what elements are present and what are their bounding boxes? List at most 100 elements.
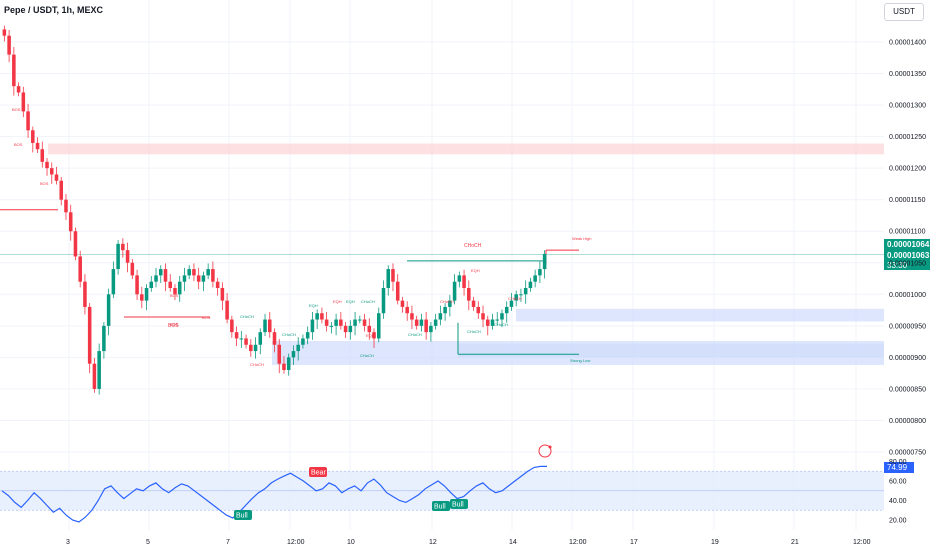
smc-label: EQH xyxy=(471,268,480,273)
candle-body xyxy=(64,200,68,213)
candle-body xyxy=(377,313,381,338)
signal-label: Bear xyxy=(311,470,326,477)
candle-body xyxy=(216,282,220,288)
candle-body xyxy=(78,256,82,281)
candle-body xyxy=(107,294,111,326)
candle-body xyxy=(363,320,367,326)
candle-body xyxy=(145,288,149,301)
candle-body xyxy=(301,338,305,344)
candle-body xyxy=(202,275,206,281)
candle-body xyxy=(131,263,135,276)
candle-body xyxy=(315,313,319,319)
candle-body xyxy=(287,357,291,370)
time-tick-label: 10 xyxy=(347,539,355,546)
smc-label: CHoCH xyxy=(360,353,374,358)
smc-label: CHoCH xyxy=(440,299,454,304)
time-tick-label: 14 xyxy=(509,539,517,546)
price-tick-label: 0.00001300 xyxy=(889,103,926,110)
smc-label: CHoCH xyxy=(408,332,422,337)
price-tick-label: 0.00001150 xyxy=(889,197,926,204)
candle-body xyxy=(358,320,362,321)
rsi-tick-label: 60.00 xyxy=(889,479,907,486)
signal-label: Bull xyxy=(452,502,464,509)
candle-body xyxy=(401,301,405,307)
candle-body xyxy=(36,143,40,149)
candle-body xyxy=(235,332,239,338)
candle-body xyxy=(211,269,215,282)
candle-body xyxy=(386,269,390,288)
candle-body xyxy=(533,275,537,281)
candle-body xyxy=(543,254,547,269)
price-tick-label: 0.00001000 xyxy=(889,292,926,299)
candle-body xyxy=(50,168,54,174)
candle-body xyxy=(17,86,21,92)
candle-body xyxy=(510,301,514,307)
candle-body xyxy=(292,351,296,357)
bos-label: BOS xyxy=(168,323,179,329)
price-tick-label: 0.00001100 xyxy=(889,229,926,236)
candle-body xyxy=(391,269,395,282)
candle-body xyxy=(405,307,409,313)
time-tick-label: 5 xyxy=(146,539,150,546)
candle-body xyxy=(88,307,92,364)
candle-body xyxy=(3,29,7,35)
candle-body xyxy=(93,364,97,389)
time-tick-label: 12:00 xyxy=(853,539,871,546)
candle-body xyxy=(330,326,334,327)
price-tick-label: 0.00001400 xyxy=(889,40,926,47)
candle-body xyxy=(296,345,300,351)
candle-body xyxy=(339,320,343,326)
smc-label: EQL xyxy=(366,333,375,338)
candle-body xyxy=(254,345,258,351)
price-tick-label: 0.00000950 xyxy=(889,323,926,330)
smc-label: CHoCH xyxy=(282,332,296,337)
candle-body xyxy=(55,174,59,180)
price-tick-label: 0.00001050 xyxy=(889,260,926,267)
smc-label: BOS xyxy=(170,293,179,298)
candle-body xyxy=(126,250,130,263)
candle-body xyxy=(467,288,471,301)
smc-label: CHoCH xyxy=(467,329,481,334)
smc-label: CHoCH xyxy=(240,314,254,319)
candle-body xyxy=(429,326,433,332)
time-tick-label: 17 xyxy=(630,539,638,546)
time-tick-label: 12 xyxy=(429,539,437,546)
price-tick-label: 0.00000800 xyxy=(889,418,926,425)
candle-body xyxy=(206,269,210,275)
smc-label: CHoCH xyxy=(361,299,375,304)
candle-body xyxy=(140,294,144,300)
candle-body xyxy=(495,320,499,321)
candle-body xyxy=(244,338,248,344)
smc-label: BOS xyxy=(12,107,21,112)
smc-label: CHoCH xyxy=(508,296,522,301)
candle-body xyxy=(505,307,509,313)
price-tick-label: 0.00000900 xyxy=(889,355,926,362)
candle-body xyxy=(458,275,462,281)
candle-body xyxy=(192,269,196,275)
candle-body xyxy=(410,313,414,319)
alert-dot-icon xyxy=(549,446,552,449)
candle-body xyxy=(481,313,485,319)
candle-body xyxy=(415,320,419,326)
candle-body xyxy=(221,288,225,301)
price-tick-label: 0.00000750 xyxy=(889,450,926,457)
candle-body xyxy=(225,301,229,320)
smc-label: EQH xyxy=(333,299,342,304)
candle-body xyxy=(273,332,277,345)
price-tick-label: 0.00000850 xyxy=(889,386,926,393)
candle-body xyxy=(41,149,45,162)
candle-body xyxy=(121,244,125,250)
candle-body xyxy=(353,320,357,326)
smc-label: Weak High xyxy=(572,236,592,241)
time-tick-label: 19 xyxy=(711,539,719,546)
candle-body xyxy=(477,307,481,313)
smc-label: CHoCH xyxy=(250,362,264,367)
candle-body xyxy=(150,282,154,288)
smc-label: BOS xyxy=(202,315,211,320)
candle-body xyxy=(344,326,348,332)
candle-body xyxy=(187,269,191,275)
candle-body xyxy=(538,269,542,275)
candle-body xyxy=(443,307,447,313)
smc-label: BOS xyxy=(40,181,49,186)
